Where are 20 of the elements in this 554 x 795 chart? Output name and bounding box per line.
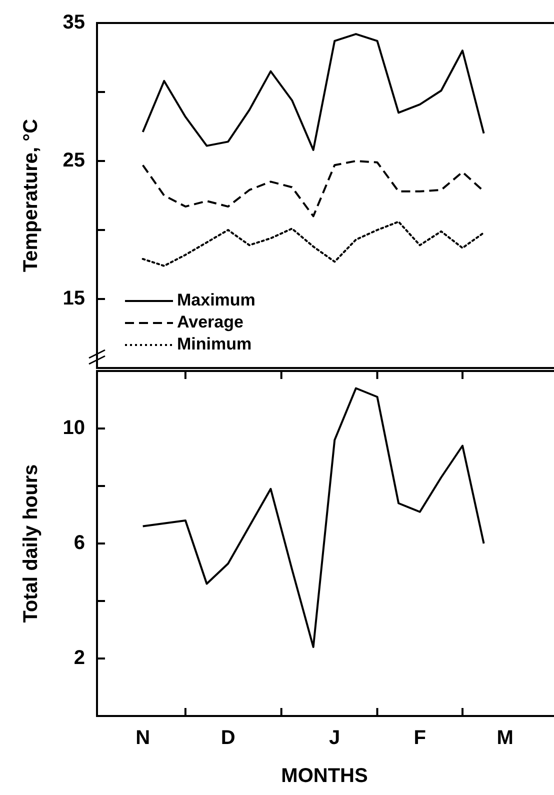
x-tick-label: J	[329, 727, 340, 749]
y-tick-label: 25	[62, 149, 85, 172]
x-axis-title: MONTHS	[281, 765, 368, 787]
y-tick-label: 2	[74, 646, 85, 669]
y-tick-label: 10	[62, 416, 85, 439]
line-series	[142, 33, 485, 151]
y-tick-label: 35	[62, 11, 85, 34]
y-tick-label: 15	[62, 287, 85, 310]
x-tick-label: N	[136, 727, 150, 749]
legend-label: Minimum	[177, 334, 252, 354]
x-tick-label: F	[414, 727, 426, 749]
x-tick-label: D	[220, 727, 236, 749]
y-axis-title: Temperature, °C	[20, 118, 42, 272]
line-series	[142, 220, 485, 267]
x-tick-label: M	[496, 727, 514, 749]
y-axis-title: Total daily hours	[20, 464, 42, 623]
legend-label: Maximum	[177, 290, 256, 310]
y-tick-label: 6	[74, 532, 85, 554]
line-series	[142, 387, 485, 648]
legend-label: Average	[177, 312, 244, 332]
